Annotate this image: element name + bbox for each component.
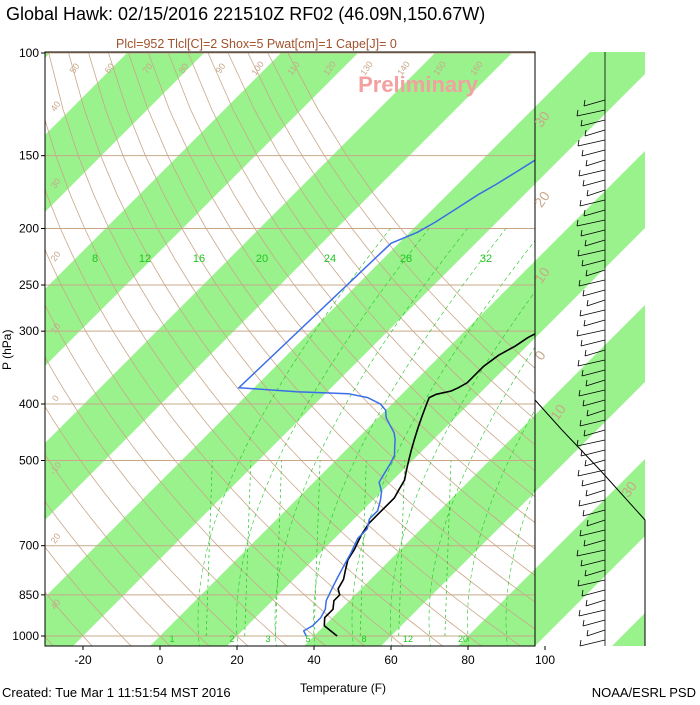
x-tick-label: 100 xyxy=(535,653,555,667)
credit-label: NOAA/ESRL PSD xyxy=(592,685,696,700)
wind-barb-flag xyxy=(587,190,588,196)
y-tick-label: 150 xyxy=(19,149,39,163)
y-tick-label: 700 xyxy=(19,539,39,553)
wind-barb-flag xyxy=(580,200,581,206)
mixing-ratio-label-lower: 20 xyxy=(458,634,468,644)
wind-barb-flag xyxy=(586,160,587,166)
mixing-ratio-label: 28 xyxy=(400,253,412,265)
x-axis-label: Temperature (F) xyxy=(300,681,386,695)
wind-barb-flag xyxy=(579,500,580,506)
mixing-ratio-label: 16 xyxy=(193,253,205,265)
left-adiabat-label: 0 xyxy=(50,393,61,403)
y-tick-label: 250 xyxy=(19,278,39,292)
y-tick-label: 850 xyxy=(19,588,39,602)
wind-barb-flag xyxy=(587,300,588,306)
wind-barb-flag xyxy=(581,340,582,346)
wind-barb xyxy=(586,600,605,606)
left-adiabat-label: 20 xyxy=(49,249,63,263)
wind-barb xyxy=(583,180,605,186)
right-adiabat-label: 20 xyxy=(531,188,553,210)
wind-barb xyxy=(581,450,605,456)
y-tick-label: 300 xyxy=(19,324,39,338)
wind-barb xyxy=(581,340,605,346)
x-tick-label: 20 xyxy=(230,653,244,667)
mixing-ratio-label-lower: 2 xyxy=(229,634,234,644)
wind-barb-flag xyxy=(583,510,584,516)
y-tick-label: 100 xyxy=(19,46,39,60)
wind-barb-flag xyxy=(580,310,581,316)
wind-barb xyxy=(580,310,605,316)
wind-barb xyxy=(582,480,605,486)
wind-barb xyxy=(579,170,605,176)
right-adiabat-label: 0 xyxy=(531,347,549,363)
x-tick-label: 60 xyxy=(384,653,398,667)
y-tick-label: 400 xyxy=(19,397,39,411)
wind-barb-flag xyxy=(586,490,587,496)
moist-adiabat xyxy=(622,229,700,649)
mixing-ratio-label-lower: 1 xyxy=(169,634,174,644)
mixing-ratio-label-lower: 3 xyxy=(265,634,270,644)
wind-barb xyxy=(579,610,605,616)
mixing-ratio-label-lower: 8 xyxy=(361,634,366,644)
mixing-ratio-label: 24 xyxy=(324,253,336,265)
x-tick-label: -20 xyxy=(74,653,92,667)
y-tick-label: 500 xyxy=(19,453,39,467)
adiabat-label: 90 xyxy=(214,61,228,75)
wind-barb-flag xyxy=(586,600,587,606)
wind-barb-flag xyxy=(578,140,579,146)
wind-barb xyxy=(586,490,605,496)
adiabat-label: 50 xyxy=(68,61,82,75)
wind-barb-flag xyxy=(578,470,579,476)
wind-barb xyxy=(583,290,605,296)
wind-barb-flag xyxy=(580,640,581,646)
wind-barb xyxy=(577,330,605,336)
wind-barb xyxy=(582,150,605,156)
chart-subtitle: Plcl=952 Tlcl[C]=2 Shox=5 Pwat[cm]=1 Cap… xyxy=(116,37,397,51)
wind-barb xyxy=(578,470,605,476)
wind-barb xyxy=(587,300,605,306)
wind-barb-flag xyxy=(582,480,583,486)
mixing-ratio-label: 20 xyxy=(256,253,268,265)
left-adiabat-label: 40 xyxy=(49,99,63,113)
wind-barb xyxy=(587,630,605,636)
y-tick-label: 200 xyxy=(19,222,39,236)
y-tick-label: 1000 xyxy=(12,629,39,643)
wind-barb xyxy=(580,640,605,646)
wind-barb-flag xyxy=(584,320,585,326)
wind-barb-flag xyxy=(577,330,578,336)
mixing-ratio-label-lower: 5 xyxy=(305,634,310,644)
wind-barb-flag xyxy=(583,620,584,626)
wind-barb xyxy=(578,140,605,146)
wind-barb xyxy=(583,620,605,626)
x-tick-label: 40 xyxy=(307,653,321,667)
x-tick-label: 0 xyxy=(157,653,164,667)
mixing-ratio-label: 32 xyxy=(480,253,492,265)
mixing-ratio-label: 8 xyxy=(92,253,98,265)
wind-barb-flag xyxy=(583,290,584,296)
wind-barb-flag xyxy=(579,610,580,616)
y-axis-label: P (hPa) xyxy=(0,330,14,370)
x-tick-label: 80 xyxy=(461,653,475,667)
wind-barb-flag xyxy=(587,630,588,636)
wind-barb-flag xyxy=(583,180,584,186)
mixing-ratio-label-lower: 12 xyxy=(403,634,413,644)
wind-barb xyxy=(586,160,605,166)
wind-barb-flag xyxy=(585,350,586,356)
wind-barb-flag xyxy=(581,450,582,456)
chart-title: Global Hawk: 02/15/2016 221510Z RF02 (46… xyxy=(6,4,485,25)
wind-barb-flag xyxy=(579,170,580,176)
mixing-ratio-label: 12 xyxy=(139,253,151,265)
wind-barb-flag xyxy=(582,150,583,156)
wind-barb-flag xyxy=(578,360,579,366)
left-adiabat-label: 20 xyxy=(49,531,63,545)
wind-barb xyxy=(584,320,605,326)
watermark: Preliminary xyxy=(358,72,479,97)
created-timestamp: Created: Tue Mar 1 11:51:54 MST 2016 xyxy=(2,685,231,700)
wind-barb-flag xyxy=(585,460,586,466)
